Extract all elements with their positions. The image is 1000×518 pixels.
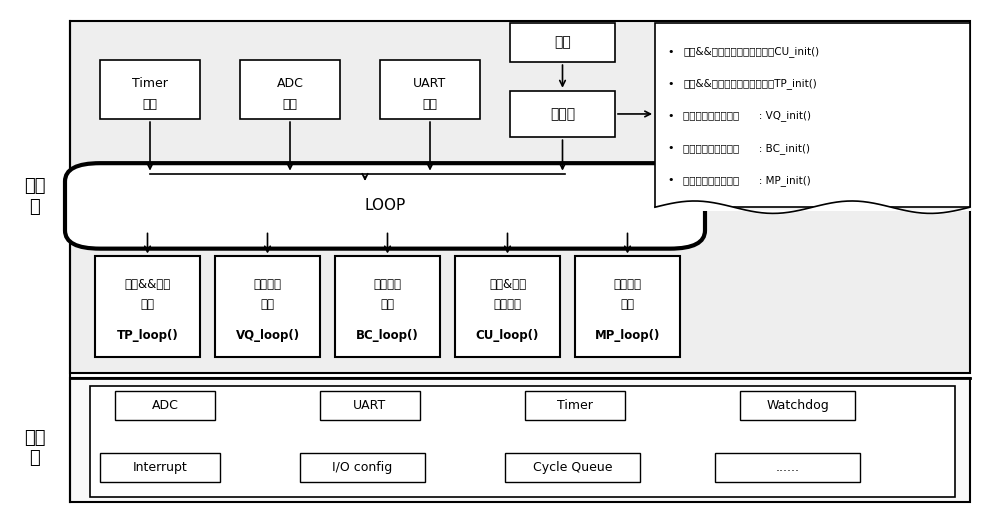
Text: 处理: 处理 [140,298,154,311]
Text: 电池充电单元初始化      : BC_init(): 电池充电单元初始化 : BC_init() [683,142,810,154]
Text: TP_loop(): TP_loop() [117,329,178,342]
Text: LOOP: LOOP [364,198,406,213]
Text: 单元: 单元 [260,298,274,311]
Text: Timer: Timer [132,77,168,90]
Text: Timer: Timer [557,399,593,412]
FancyBboxPatch shape [380,60,480,119]
Text: 通讯处理单元初始化      : MP_init(): 通讯处理单元初始化 : MP_init() [683,175,811,186]
FancyBboxPatch shape [240,60,340,119]
FancyBboxPatch shape [510,23,615,62]
FancyBboxPatch shape [455,256,560,357]
Text: Watchdog: Watchdog [766,399,829,412]
Text: 定时&&事件处理单元初始化：TP_init(): 定时&&事件处理单元初始化：TP_init() [683,78,817,90]
FancyBboxPatch shape [505,453,640,482]
FancyBboxPatch shape [715,453,860,482]
FancyBboxPatch shape [320,391,420,420]
FancyBboxPatch shape [70,21,970,373]
Text: 电池充电: 电池充电 [374,278,402,291]
FancyBboxPatch shape [100,453,220,482]
Text: 状态&逻辑: 状态&逻辑 [489,278,526,291]
Text: Cycle Queue: Cycle Queue [533,461,612,474]
Text: Interrupt: Interrupt [133,461,187,474]
FancyBboxPatch shape [115,391,215,420]
Text: I/O config: I/O config [332,461,393,474]
FancyBboxPatch shape [510,91,615,137]
Text: 中断: 中断 [422,98,438,111]
FancyBboxPatch shape [90,386,955,497]
Text: 电压采集单元初始化      : VQ_init(): 电压采集单元初始化 : VQ_init() [683,110,811,122]
Text: 单元: 单元 [380,298,394,311]
FancyBboxPatch shape [70,378,970,502]
FancyBboxPatch shape [215,256,320,357]
Text: 驱动
层: 驱动 层 [24,429,46,467]
FancyBboxPatch shape [95,256,200,357]
Text: ADC: ADC [277,77,303,90]
Text: MP_loop(): MP_loop() [595,329,660,342]
Text: 初始化: 初始化 [550,107,575,121]
Text: 电压采集: 电压采集 [254,278,282,291]
Text: UART: UART [413,77,447,90]
Text: •: • [667,111,674,121]
FancyBboxPatch shape [655,23,970,207]
Text: •: • [667,143,674,153]
Text: 中断: 中断 [143,98,158,111]
FancyBboxPatch shape [65,163,705,249]
FancyBboxPatch shape [335,256,440,357]
FancyBboxPatch shape [575,256,680,357]
Text: BC_loop(): BC_loop() [356,329,419,342]
Text: •: • [667,79,674,89]
Text: VQ_loop(): VQ_loop() [235,329,300,342]
Text: 定时&&事件: 定时&&事件 [124,278,171,291]
Text: ADC: ADC [152,399,178,412]
FancyBboxPatch shape [525,391,625,420]
Text: 中断: 中断 [283,98,298,111]
Text: •: • [667,175,674,185]
Text: 控制单元: 控制单元 [494,298,522,311]
Text: ......: ...... [776,461,800,474]
Text: 通讯处理: 通讯处理 [614,278,642,291]
Text: 状态&&逻辑控制单元初始化：CU_init(): 状态&&逻辑控制单元初始化：CU_init() [683,46,819,57]
Text: •: • [667,47,674,57]
Text: 单元: 单元 [620,298,635,311]
FancyBboxPatch shape [100,60,200,119]
Text: 应用
层: 应用 层 [24,178,46,216]
FancyBboxPatch shape [740,391,855,420]
Text: CU_loop(): CU_loop() [476,329,539,342]
Text: UART: UART [353,399,387,412]
Text: 开始: 开始 [554,35,571,50]
FancyBboxPatch shape [300,453,425,482]
